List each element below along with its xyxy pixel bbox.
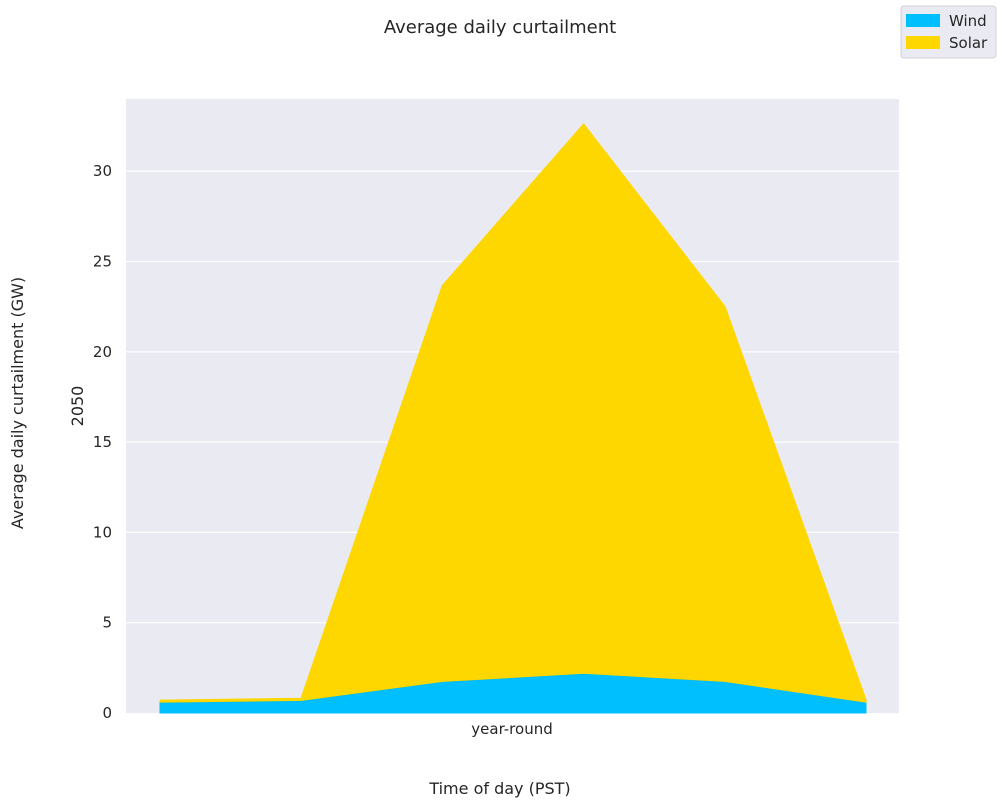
legend-swatch-solar — [906, 36, 940, 49]
legend-label-solar: Solar — [949, 34, 988, 52]
x-axis-label: Time of day (PST) — [428, 779, 570, 798]
chart-title: Average daily curtailment — [384, 17, 616, 38]
area-series — [159, 123, 867, 714]
y-tick-label-25: 25 — [93, 253, 112, 271]
y-tick-label-20: 20 — [93, 343, 112, 361]
y-tick-label-5: 5 — [102, 614, 112, 632]
y-tick-label-10: 10 — [93, 523, 112, 541]
legend: Wind Solar — [900, 5, 997, 59]
y-axis-label-outer: Average daily curtailment (GW) — [8, 277, 27, 529]
y-tick-label-15: 15 — [93, 433, 112, 451]
y-tick-label-30: 30 — [93, 162, 112, 180]
area-edge-solar — [159, 123, 867, 702]
y-tick-label-0: 0 — [102, 704, 112, 722]
y-tick-labels: 0 5 10 15 20 25 30 — [93, 162, 112, 722]
y-axis-label-inner: 2050 — [68, 386, 87, 427]
legend-swatch-wind — [906, 14, 940, 27]
x-category-label: year-round — [471, 720, 552, 738]
legend-label-wind: Wind — [949, 12, 987, 30]
